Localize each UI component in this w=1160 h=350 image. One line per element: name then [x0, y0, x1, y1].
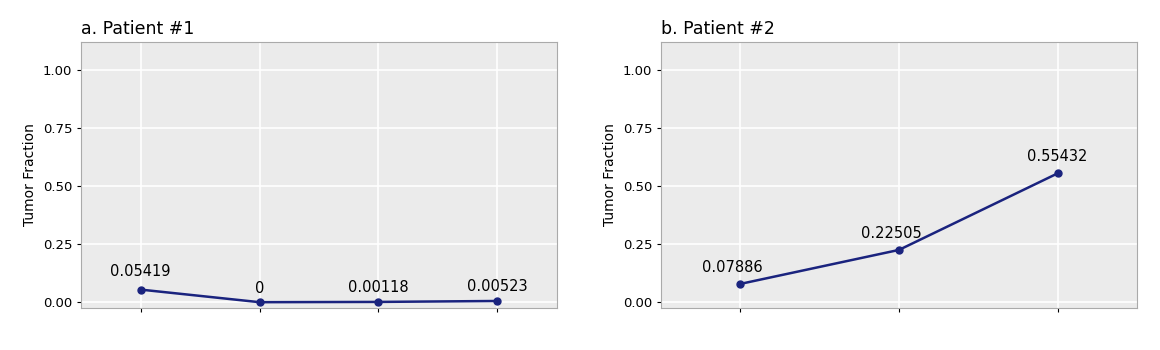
Text: 0.05419: 0.05419: [110, 264, 171, 279]
Text: 0: 0: [255, 281, 264, 296]
Y-axis label: Tumor Fraction: Tumor Fraction: [603, 124, 617, 226]
Text: a. Patient #1: a. Patient #1: [81, 20, 195, 38]
Text: 0.22505: 0.22505: [861, 226, 921, 240]
Text: 0.55432: 0.55432: [1028, 149, 1088, 164]
Text: 0.00523: 0.00523: [467, 279, 528, 294]
Y-axis label: Tumor Fraction: Tumor Fraction: [23, 124, 37, 226]
Text: b. Patient #2: b. Patient #2: [661, 20, 775, 38]
Text: 0.00118: 0.00118: [348, 280, 408, 295]
Text: 0.07886: 0.07886: [702, 260, 763, 275]
